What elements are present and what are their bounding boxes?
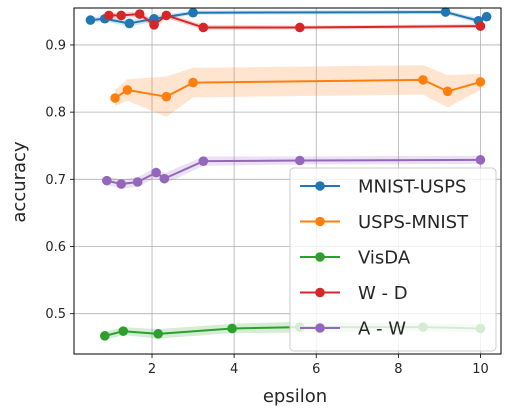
a-w-legend-marker [315, 323, 325, 333]
y-tick-label: 0.7 [45, 173, 66, 188]
visda-point [153, 329, 163, 339]
x-tick-label: 8 [394, 362, 402, 377]
w-d-point [475, 21, 486, 31]
a-w-point [159, 173, 170, 184]
x-tick-label: 2 [148, 362, 156, 377]
a-w-point [102, 175, 112, 186]
usps-mnist-band [115, 65, 481, 117]
mnist-usps-legend-marker [315, 181, 325, 191]
y-axis-label: accuracy [9, 141, 30, 223]
mnist-usps-point [85, 15, 96, 25]
usps-mnist-legend-label: USPS-MNIST [358, 212, 469, 233]
visda-point [227, 323, 237, 334]
a-w-legend-label: A - W [358, 319, 406, 340]
a-w-point [151, 167, 161, 178]
usps-mnist-point [161, 91, 172, 102]
visda-point [99, 331, 110, 341]
usps-mnist-point [475, 77, 486, 87]
y-tick-label: 0.5 [45, 307, 66, 322]
usps-mnist-point [418, 75, 428, 85]
a-w-point [198, 156, 209, 166]
axis-ticks: 2 4 6 8 10 0.5 0.6 0.7 0.8 0.9 [45, 38, 488, 377]
w-d-point [116, 10, 127, 21]
w-d-point [161, 10, 172, 21]
visda-legend-label: VisDA [358, 248, 411, 269]
usps-mnist-legend-marker [315, 216, 325, 227]
legend-box [289, 167, 497, 352]
mnist-usps-point [481, 11, 492, 22]
a-w-point [132, 177, 143, 187]
w-d-point [295, 22, 305, 33]
usps-mnist-point [188, 77, 198, 88]
w-d-point [104, 10, 114, 21]
series-markers [85, 7, 492, 341]
visda-point [118, 326, 129, 336]
usps-mnist-point [110, 93, 120, 103]
y-tick-label: 0.6 [45, 240, 66, 255]
mnist-usps-legend-label: MNIST-USPS [358, 177, 466, 198]
x-axis-label: epsilon [263, 386, 327, 407]
y-tick-label: 0.8 [45, 106, 66, 121]
visda-legend-marker [315, 252, 325, 262]
mnist-usps-point [124, 18, 135, 29]
mnist-usps-point [440, 7, 451, 17]
a-w-point [295, 155, 305, 166]
mnist-usps-point [188, 7, 198, 18]
x-tick-label: 6 [312, 362, 320, 377]
w-d-point [198, 22, 209, 33]
w-d-point [134, 9, 145, 19]
usps-mnist-point [442, 86, 453, 97]
x-tick-label: 4 [230, 362, 238, 377]
y-tick-label: 0.9 [45, 38, 66, 53]
legend: MNIST-USPS USPS-MNIST VisDA W - D A - W [289, 167, 497, 352]
a-w-point [475, 155, 486, 165]
w-d-point [149, 19, 159, 30]
plot-frame [73, 7, 502, 355]
x-tick-label: 10 [472, 362, 489, 377]
a-w-point [116, 179, 127, 189]
usps-mnist-point [122, 85, 133, 95]
w-d-legend-marker [315, 287, 325, 298]
w-d-legend-label: W - D [358, 283, 408, 304]
